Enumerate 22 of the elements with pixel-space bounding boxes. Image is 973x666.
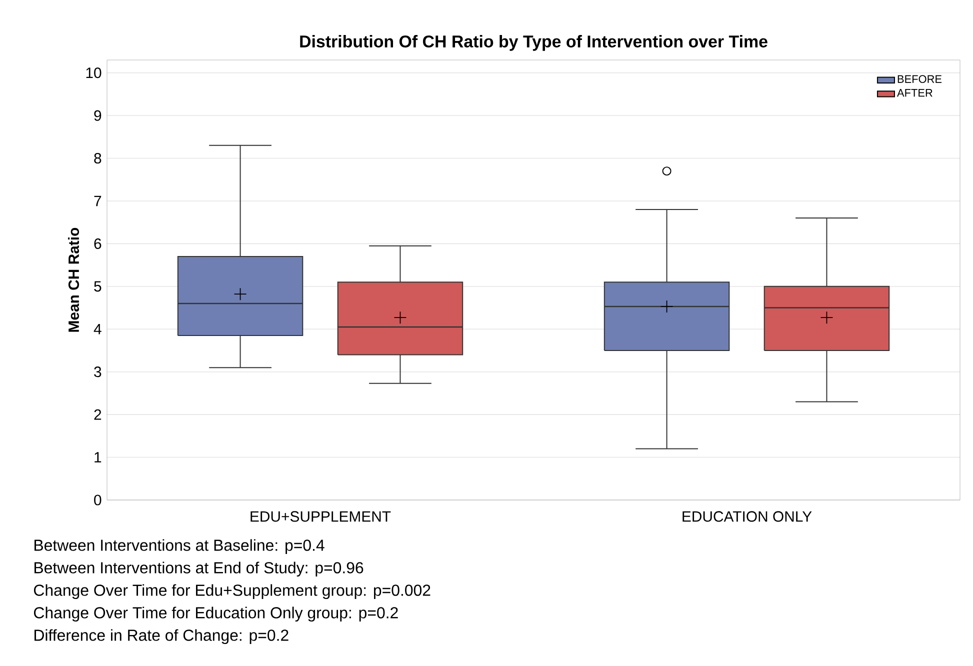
x-tick-label: EDU+SUPPLEMENT <box>250 511 391 522</box>
y-tick-label: 2 <box>94 409 102 420</box>
legend-label: AFTER <box>896 89 932 97</box>
y-tick-label: 0 <box>94 494 102 506</box>
y-tick-label: 4 <box>94 324 102 334</box>
text: Change Over Time for Education Only group: p=0.2 <box>34 606 398 622</box>
y-axis-title: Mean CH Ratio <box>68 228 80 332</box>
text: Between Interventions at End of Study: p=0.96 <box>34 562 364 577</box>
y-tick-label: 5 <box>94 281 102 292</box>
legend-label: BEFORE <box>898 75 942 83</box>
text: Change Over Time for Edu+Supplement group: p=0.002 <box>34 584 430 600</box>
chart-title: Distribution Of CH Ratio by Type of Intervention over Time <box>300 35 768 51</box>
y-tick-label: 10 <box>86 68 102 78</box>
text: Difference in Rate of Change: p=0.2 <box>34 629 288 644</box>
y-tick-label: 7 <box>94 196 102 206</box>
x-tick-label: EDUCATION ONLY <box>682 511 812 522</box>
y-tick-label: 9 <box>94 110 102 121</box>
y-tick-label: 3 <box>94 366 102 378</box>
text: Between Interventions at Baseline: p=0.4 <box>34 539 324 554</box>
y-tick-label: 6 <box>94 238 102 249</box>
y-tick-label: 1 <box>94 452 102 462</box>
y-tick-label: 8 <box>94 152 102 164</box>
